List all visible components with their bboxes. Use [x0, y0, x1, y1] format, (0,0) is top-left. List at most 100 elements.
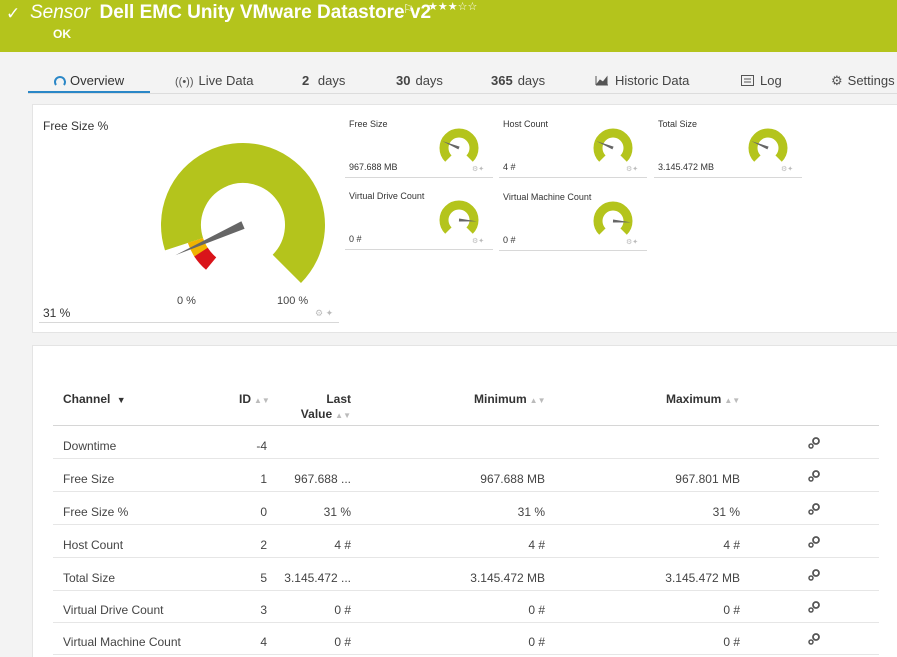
tab-365-days[interactable]: 365 days — [491, 73, 545, 88]
tab-label: days — [517, 73, 546, 88]
chart-icon — [595, 75, 608, 86]
table-row[interactable]: Host Count 2 4 # 4 # 4 # — [53, 525, 879, 558]
mini-gauge-virtual-drive-count: Virtual Drive Count 0 # ⚙✦ — [345, 191, 493, 251]
gauge-needle — [175, 221, 245, 256]
tab-label: days — [317, 73, 346, 88]
sensor-title: Sensor Dell EMC Unity VMware Datastore v… — [30, 2, 431, 24]
gauges-panel: Free Size % 0 % 100 % 31 % ⚙ ✦ Free Size… — [32, 104, 897, 333]
gauge-band-ok — [593, 201, 633, 235]
channel-maximum: 4 # — [723, 538, 740, 552]
column-label: Channel — [63, 392, 111, 406]
mini-gauge-free-size: Free Size 967.688 MB ⚙✦ — [345, 119, 493, 179]
tab-label: Live Data — [198, 73, 254, 88]
column-header-channel[interactable]: Channel ▼ — [63, 392, 126, 406]
tab-label: Log — [760, 73, 782, 88]
gauge-band-ok — [161, 143, 325, 283]
gauge-tools[interactable]: ⚙✦ — [626, 239, 639, 246]
tab-historic-data[interactable]: Historic Data — [595, 73, 689, 88]
table-row[interactable]: Virtual Machine Count 4 0 # 0 # 0 # — [53, 622, 879, 655]
primary-gauge-label: Free Size % — [43, 119, 109, 133]
mini-gauge-label: Total Size — [658, 119, 698, 129]
sort-desc-icon: ▼ — [116, 395, 126, 405]
channel-settings-icon[interactable] — [807, 502, 821, 516]
tab-label: days — [415, 73, 443, 88]
sort-icon: ▲▼ — [254, 396, 270, 405]
column-header-maximum[interactable]: Maximum ▲▼ — [666, 392, 740, 406]
table-row[interactable]: Downtime -4 — [53, 426, 879, 459]
check-icon: ✓ — [6, 4, 21, 23]
mini-gauge-value: 967.688 MB — [349, 162, 398, 172]
tab-overview[interactable]: Overview — [54, 73, 124, 88]
gauge-tools[interactable]: ⚙✦ — [781, 166, 794, 173]
sensor-kind: Sensor — [30, 2, 91, 23]
tab-settings[interactable]: ⚙ Settings — [831, 73, 895, 89]
mini-gauge-dial — [439, 128, 479, 162]
channel-name: Host Count — [63, 538, 124, 552]
log-icon — [741, 75, 754, 86]
channel-settings-icon[interactable] — [807, 436, 821, 450]
channel-id: 0 — [260, 505, 267, 519]
tab-number: 30 — [396, 73, 411, 88]
tab-30-days[interactable]: 30 days — [396, 73, 443, 88]
sensor-header: ✓ Sensor Dell EMC Unity VMware Datastore… — [0, 0, 897, 52]
channel-name: Virtual Machine Count — [63, 635, 181, 649]
table-row[interactable]: Virtual Drive Count 3 0 # 0 # 0 # — [53, 590, 879, 623]
gauge-icon — [54, 76, 66, 86]
gauge-band-ok — [439, 200, 479, 234]
channel-settings-icon[interactable] — [807, 632, 821, 646]
tab-live-data[interactable]: ((•)) Live Data — [175, 73, 253, 88]
table-row[interactable]: Free Size 1 967.688 ... 967.688 MB 967.801 M… — [53, 459, 879, 492]
channel-minimum: 0 # — [528, 603, 545, 617]
gauge-tools[interactable]: ⚙✦ — [472, 238, 485, 245]
channel-name: Virtual Drive Count — [63, 603, 164, 617]
sort-icon: ▲▼ — [724, 396, 741, 405]
divider — [345, 249, 493, 250]
channel-id: 1 — [260, 472, 267, 486]
divider — [499, 250, 647, 251]
tab-label: Historic Data — [615, 73, 690, 88]
tab-number: 2 — [302, 73, 310, 88]
gauge-tools[interactable]: ⚙ ✦ — [315, 308, 334, 318]
mini-gauge-value: 0 # — [503, 235, 516, 245]
mini-gauge-dial — [593, 201, 633, 235]
channel-id: 2 — [260, 538, 267, 552]
flag-icon[interactable]: ⚐ — [403, 2, 414, 16]
channel-settings-icon[interactable] — [807, 469, 821, 483]
mini-gauge-dial — [439, 200, 479, 234]
column-header-id[interactable]: ID ▲▼ — [239, 392, 270, 406]
tab-log[interactable]: Log — [741, 73, 782, 88]
mini-gauge-label: Virtual Machine Count — [503, 192, 592, 202]
table-row[interactable]: Free Size % 0 31 % 31 % 31 % — [53, 492, 879, 525]
channel-last-value: 0 # — [334, 635, 351, 649]
active-tab-indicator — [28, 91, 150, 93]
channel-minimum: 4 # — [528, 538, 545, 552]
channel-settings-icon[interactable] — [807, 568, 821, 582]
priority-stars[interactable]: ★★★☆☆ — [428, 1, 478, 13]
gauge-max-label: 100 % — [277, 295, 309, 307]
tab-number: 365 — [491, 73, 513, 88]
mini-gauge-label: Virtual Drive Count — [349, 191, 425, 201]
tab-2-days[interactable]: 2 days — [302, 73, 345, 88]
column-label: Maximum — [666, 392, 722, 406]
channel-settings-icon[interactable] — [807, 600, 821, 614]
gauge-needle — [751, 141, 769, 150]
sensor-name: Dell EMC Unity VMware Datastore v2 — [99, 2, 432, 23]
column-header-minimum[interactable]: Minimum ▲▼ — [474, 392, 546, 406]
column-header-last-value[interactable]: Last Value ▲▼ — [291, 392, 351, 423]
gauge-band-ok — [748, 128, 788, 162]
tab-label: Settings — [847, 73, 895, 88]
table-row[interactable]: Total Size 5 3.145.472 ... 3.145.472 MB 3.14… — [53, 558, 879, 591]
table-header: Channel ▼ ID ▲▼ Last Value ▲▼ Minimum ▲▼ Ma… — [53, 388, 879, 426]
channel-settings-icon[interactable] — [807, 535, 821, 549]
mini-gauge-value: 3.145.472 MB — [658, 162, 715, 172]
mini-gauge-label: Free Size — [349, 119, 388, 129]
channel-last-value: 3.145.472 ... — [284, 571, 351, 585]
channel-id: -4 — [256, 439, 267, 453]
channel-name: Downtime — [63, 439, 117, 453]
gauge-tools[interactable]: ⚙✦ — [626, 166, 639, 173]
gauge-band-error — [194, 247, 217, 270]
tab-label: Overview — [70, 73, 125, 88]
channel-last-value: 967.688 ... — [294, 472, 351, 486]
gauge-tools[interactable]: ⚙✦ — [472, 166, 485, 173]
mini-gauge-value: 4 # — [503, 162, 516, 172]
